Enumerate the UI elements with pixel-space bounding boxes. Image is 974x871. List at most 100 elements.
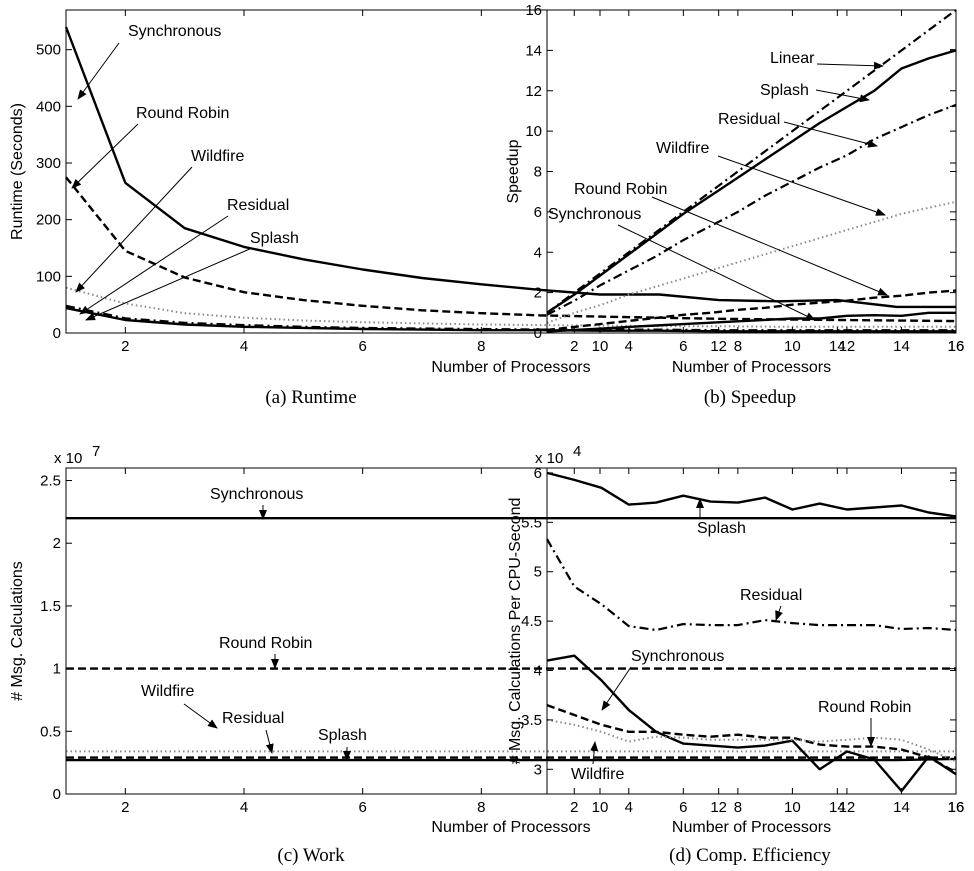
annotation-label: Splash <box>250 230 299 247</box>
x-tick-label: 16 <box>948 799 965 816</box>
series-line-synchronous <box>546 311 956 333</box>
annotation-arrow <box>85 247 253 321</box>
x-tick-label: 4 <box>625 338 633 355</box>
annotation-arrow <box>183 703 218 729</box>
x-tick-label: 14 <box>893 799 910 816</box>
x-axis-label: Number of Processors <box>431 359 590 376</box>
x-tick-label: 14 <box>829 338 846 355</box>
y-tick-label: 0 <box>53 325 61 342</box>
series-line-wildfire <box>546 200 957 324</box>
series-line-round-robin <box>546 289 957 332</box>
annotation-label: Round Robin <box>818 699 911 716</box>
annotation-label: Wildfire <box>656 140 709 157</box>
annotation-label: Splash <box>318 727 367 744</box>
x-tick-label: 8 <box>477 338 485 355</box>
x-tick-label: 10 <box>784 799 801 816</box>
series-line-synchronous <box>546 654 957 793</box>
annotation-arrow <box>617 224 816 321</box>
annotation-arrow <box>71 123 139 189</box>
x-tick-label: 16 <box>948 338 965 355</box>
x-tick-label: 8 <box>734 338 742 355</box>
x-axis-label: Number of Processors <box>431 819 590 836</box>
y-tick-label: 6 <box>534 204 542 221</box>
annotation-label: Round Robin <box>136 105 229 122</box>
y-tick-label: 5.5 <box>521 514 542 531</box>
x-tick-label: 12 <box>710 338 727 355</box>
annotation-label: Linear <box>770 50 815 67</box>
x-tick-label: 4 <box>240 338 248 355</box>
y-tick-label: 0 <box>53 786 61 803</box>
y-tick-label: 6 <box>534 465 542 482</box>
y-axis-label: # Msg. Calculations Per CPU-Second <box>507 498 524 765</box>
annotation-label: Synchronous <box>548 206 641 223</box>
x-tick-label: 6 <box>358 799 366 816</box>
x-tick-label: 10 <box>784 338 801 355</box>
y-tick-label: 4 <box>534 244 542 261</box>
series-line-synchronous <box>64 26 956 309</box>
series-line-splash <box>66 757 957 762</box>
annotation-arrow <box>815 89 870 103</box>
x-tick-label: 4 <box>625 799 633 816</box>
y-tick-label: 14 <box>525 42 542 59</box>
y-tick-label: 2.5 <box>40 473 61 490</box>
x-tick-label: 8 <box>477 799 485 816</box>
plot-frame <box>546 467 957 795</box>
panel-caption: (a) Runtime <box>265 387 356 408</box>
x-tick-label: 10 <box>592 338 609 355</box>
y-tick-label: 10 <box>525 123 542 140</box>
annotation-label: Wildfire <box>571 766 624 783</box>
panel-caption: (c) Work <box>277 845 345 866</box>
annotation-arrow <box>590 741 599 765</box>
series-line-splash <box>65 306 956 333</box>
y-axis-label: Speedup <box>505 139 522 203</box>
annotation-arrow <box>79 215 229 315</box>
y-tick-label: 2 <box>534 285 542 302</box>
annotation-label: Synchronous <box>631 648 724 665</box>
x-tick-label: 4 <box>240 799 248 816</box>
x-axis-label: Number of Processors <box>672 359 831 376</box>
x-tick-label: 16 <box>948 799 965 816</box>
y-tick-label: 5 <box>534 564 542 581</box>
y-tick-label: 2 <box>53 535 61 552</box>
annotation-label: Splash <box>697 520 746 537</box>
axis-exponent-power: 4 <box>573 443 581 460</box>
x-tick-label: 8 <box>734 799 742 816</box>
y-tick-label: 400 <box>36 98 61 115</box>
annotation-arrow <box>265 729 274 754</box>
y-tick-label: 8 <box>534 164 542 181</box>
annotation-label: Residual <box>222 710 284 727</box>
annotation-label: Synchronous <box>128 23 221 40</box>
y-tick-label: 4 <box>534 663 542 680</box>
y-tick-label: 500 <box>36 42 61 59</box>
y-tick-label: 1 <box>53 661 61 678</box>
x-tick-label: 2 <box>121 799 129 816</box>
panel-caption: (b) Speedup <box>704 387 796 408</box>
series-line-residual <box>546 103 957 316</box>
x-tick-label: 16 <box>948 338 965 355</box>
series-line-splash <box>546 471 957 518</box>
annotation-arrow <box>75 166 193 293</box>
x-axis-label: Number of Processors <box>672 819 831 836</box>
x-tick-label: 6 <box>358 338 366 355</box>
x-tick-label: 2 <box>570 338 578 355</box>
axis-exponent-label: x 10 <box>535 450 563 467</box>
y-tick-label: 100 <box>36 268 61 285</box>
y-tick-label: 1.5 <box>40 598 61 615</box>
x-tick-label: 2 <box>570 799 578 816</box>
y-tick-label: 0.5 <box>40 723 61 740</box>
annotation-label: Round Robin <box>574 181 667 198</box>
annotation-label: Wildfire <box>141 683 194 700</box>
y-axis-label: # Msg. Calculations <box>9 561 26 701</box>
x-tick-label: 14 <box>829 799 846 816</box>
y-tick-label: 4.5 <box>521 613 542 630</box>
x-tick-label: 12 <box>839 799 856 816</box>
annotation-label: Splash <box>760 82 809 99</box>
y-tick-label: 200 <box>36 212 61 229</box>
x-tick-label: 6 <box>679 799 687 816</box>
panel-caption: (d) Comp. Efficiency <box>669 845 831 866</box>
x-tick-label: 2 <box>121 338 129 355</box>
annotation-label: Residual <box>740 587 802 604</box>
